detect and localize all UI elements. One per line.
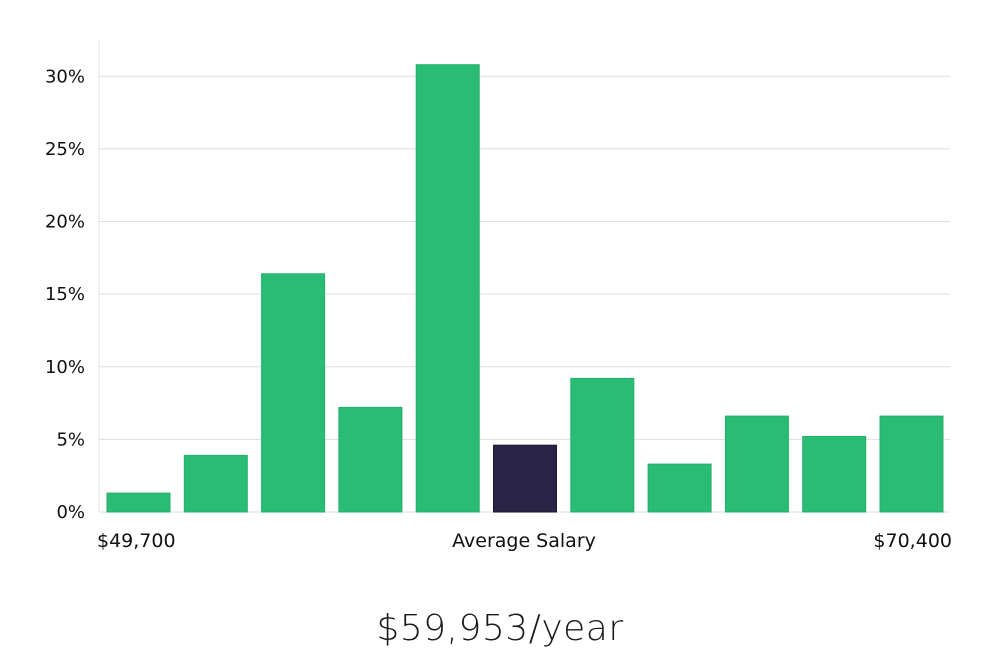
y-tick-label: 0% [56, 502, 85, 523]
y-tick-label: 10% [45, 357, 85, 378]
average-salary-value: $59,953/year [376, 608, 624, 649]
bar [338, 406, 403, 513]
y-tick-label: 25% [45, 139, 85, 160]
bar [106, 492, 171, 513]
y-tick-label: 15% [45, 284, 85, 305]
bar [570, 377, 635, 513]
bar [261, 273, 326, 513]
bar-average-salary [493, 444, 557, 513]
bar [415, 64, 480, 513]
y-tick-label: 5% [56, 429, 85, 450]
y-tick-label: 30% [45, 66, 85, 87]
bar [879, 415, 944, 513]
x-label-min: $49,700 [97, 530, 176, 552]
grid-lines [99, 75, 950, 513]
bar [724, 415, 789, 513]
x-label-average: Average Salary [452, 530, 596, 552]
y-tick-label: 20% [45, 212, 85, 233]
y-tick-labels: 0% 5% 10% 15% 20% 25% 30% [45, 66, 85, 523]
salary-histogram: 0% 5% 10% 15% 20% 25% 30% $49,700 Average Sala… [45, 40, 952, 552]
bar [802, 436, 867, 513]
bars [106, 64, 944, 513]
bar [647, 463, 712, 513]
x-label-max: $70,400 [873, 530, 952, 552]
bar [183, 454, 248, 513]
